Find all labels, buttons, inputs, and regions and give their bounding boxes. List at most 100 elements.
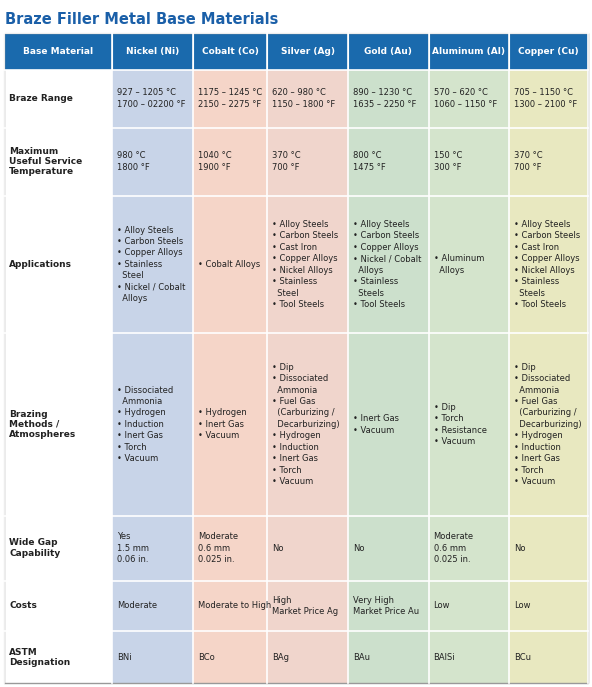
Bar: [348, 515, 429, 581]
Text: Low: Low: [433, 602, 450, 611]
Text: Brazing
Methods /
Atmospheres: Brazing Methods / Atmospheres: [9, 409, 76, 439]
Bar: [268, 128, 348, 196]
Bar: [509, 33, 588, 70]
Text: 980 °C
1800 °F: 980 °C 1800 °F: [117, 151, 150, 172]
Text: BAg: BAg: [272, 653, 289, 662]
Text: • Alloy Steels
• Carbon Steels
• Copper Alloys
• Nickel / Cobalt
  Alloys
• Stai: • Alloy Steels • Carbon Steels • Copper …: [353, 220, 422, 309]
Text: Moderate to High: Moderate to High: [198, 602, 271, 611]
Bar: [429, 631, 509, 683]
Text: Silver (Ag): Silver (Ag): [281, 47, 334, 56]
Bar: [509, 70, 588, 128]
Text: • Cobalt Alloys: • Cobalt Alloys: [198, 260, 260, 269]
Text: Cobalt (Co): Cobalt (Co): [201, 47, 259, 56]
Text: Applications: Applications: [9, 260, 72, 269]
Text: Copper (Cu): Copper (Cu): [518, 47, 579, 56]
Text: 1040 °C
1900 °F: 1040 °C 1900 °F: [198, 151, 231, 172]
Text: • Alloy Steels
• Carbon Steels
• Cast Iron
• Copper Alloys
• Nickel Alloys
• Sta: • Alloy Steels • Carbon Steels • Cast Ir…: [514, 220, 580, 309]
Bar: [268, 196, 348, 333]
Text: Maximum
Useful Service
Temperature: Maximum Useful Service Temperature: [9, 147, 82, 177]
Bar: [192, 196, 268, 333]
Bar: [509, 333, 588, 515]
Bar: [112, 631, 192, 683]
Bar: [4, 128, 112, 196]
Bar: [112, 70, 192, 128]
Text: 370 °C
700 °F: 370 °C 700 °F: [272, 151, 301, 172]
Text: Wide Gap
Capability: Wide Gap Capability: [9, 539, 60, 558]
Bar: [192, 333, 268, 515]
Bar: [348, 631, 429, 683]
Bar: [268, 70, 348, 128]
Text: Braze Filler Metal Base Materials: Braze Filler Metal Base Materials: [5, 12, 278, 27]
Text: • Alloy Steels
• Carbon Steels
• Copper Alloys
• Stainless
  Steel
• Nickel / Co: • Alloy Steels • Carbon Steels • Copper …: [117, 225, 185, 303]
Text: Aluminum (Al): Aluminum (Al): [432, 47, 506, 56]
Text: 620 – 980 °C
1150 – 1800 °F: 620 – 980 °C 1150 – 1800 °F: [272, 89, 336, 109]
Bar: [348, 196, 429, 333]
Text: Low: Low: [514, 602, 530, 611]
Bar: [4, 631, 112, 683]
Bar: [192, 33, 268, 70]
Text: 150 °C
300 °F: 150 °C 300 °F: [433, 151, 462, 172]
Bar: [112, 196, 192, 333]
Text: BAlSi: BAlSi: [433, 653, 455, 662]
Text: No: No: [272, 543, 284, 552]
Text: • Inert Gas
• Vacuum: • Inert Gas • Vacuum: [353, 414, 399, 435]
Bar: [112, 128, 192, 196]
Bar: [429, 70, 509, 128]
Text: Very High
Market Price Au: Very High Market Price Au: [353, 596, 419, 616]
Bar: [4, 70, 112, 128]
Bar: [348, 33, 429, 70]
Bar: [4, 33, 112, 70]
Bar: [348, 581, 429, 631]
Text: 1175 – 1245 °C
2150 – 2275 °F: 1175 – 1245 °C 2150 – 2275 °F: [198, 89, 262, 109]
Text: High
Market Price Ag: High Market Price Ag: [272, 596, 339, 616]
Bar: [348, 333, 429, 515]
Bar: [348, 128, 429, 196]
Text: 705 – 1150 °C
1300 – 2100 °F: 705 – 1150 °C 1300 – 2100 °F: [514, 89, 577, 109]
Bar: [192, 631, 268, 683]
Bar: [112, 333, 192, 515]
Bar: [192, 128, 268, 196]
Text: Yes
1.5 mm
0.06 in.: Yes 1.5 mm 0.06 in.: [117, 532, 149, 564]
Bar: [4, 581, 112, 631]
Text: • Dissociated
  Ammonia
• Hydrogen
• Induction
• Inert Gas
• Torch
• Vacuum: • Dissociated Ammonia • Hydrogen • Induc…: [117, 385, 173, 463]
Bar: [509, 128, 588, 196]
Bar: [112, 33, 192, 70]
Bar: [348, 70, 429, 128]
Text: Moderate: Moderate: [117, 602, 157, 611]
Text: Moderate
0.6 mm
0.025 in.: Moderate 0.6 mm 0.025 in.: [198, 532, 238, 564]
Bar: [192, 70, 268, 128]
Bar: [429, 333, 509, 515]
Bar: [4, 515, 112, 581]
Bar: [268, 515, 348, 581]
Text: 570 – 620 °C
1060 – 1150 °F: 570 – 620 °C 1060 – 1150 °F: [433, 89, 497, 109]
Text: Gold (Au): Gold (Au): [364, 47, 412, 56]
Text: 927 – 1205 °C
1700 – 02200 °F: 927 – 1205 °C 1700 – 02200 °F: [117, 89, 185, 109]
Text: No: No: [514, 543, 526, 552]
Bar: [509, 631, 588, 683]
Bar: [429, 33, 509, 70]
Text: Nickel (Ni): Nickel (Ni): [126, 47, 179, 56]
Text: BNi: BNi: [117, 653, 131, 662]
Bar: [268, 333, 348, 515]
Text: • Dip
• Torch
• Resistance
• Vacuum: • Dip • Torch • Resistance • Vacuum: [433, 403, 487, 446]
Text: • Dip
• Dissociated
  Ammonia
• Fuel Gas
  (Carburizing /
  Decarburizing)
• Hyd: • Dip • Dissociated Ammonia • Fuel Gas (…: [514, 363, 582, 486]
Bar: [429, 128, 509, 196]
Text: BCo: BCo: [198, 653, 214, 662]
Bar: [112, 515, 192, 581]
Text: No: No: [353, 543, 365, 552]
Bar: [268, 33, 348, 70]
Bar: [509, 581, 588, 631]
Text: BAu: BAu: [353, 653, 370, 662]
Text: 370 °C
700 °F: 370 °C 700 °F: [514, 151, 543, 172]
Text: Costs: Costs: [9, 602, 37, 611]
Text: Braze Range: Braze Range: [9, 94, 73, 103]
Text: BCu: BCu: [514, 653, 531, 662]
Bar: [192, 515, 268, 581]
Text: • Aluminum
  Alloys: • Aluminum Alloys: [433, 254, 484, 275]
Bar: [192, 581, 268, 631]
Text: Base Material: Base Material: [23, 47, 93, 56]
Bar: [112, 581, 192, 631]
Text: Moderate
0.6 mm
0.025 in.: Moderate 0.6 mm 0.025 in.: [433, 532, 474, 564]
Text: 890 – 1230 °C
1635 – 2250 °F: 890 – 1230 °C 1635 – 2250 °F: [353, 89, 416, 109]
Bar: [4, 333, 112, 515]
